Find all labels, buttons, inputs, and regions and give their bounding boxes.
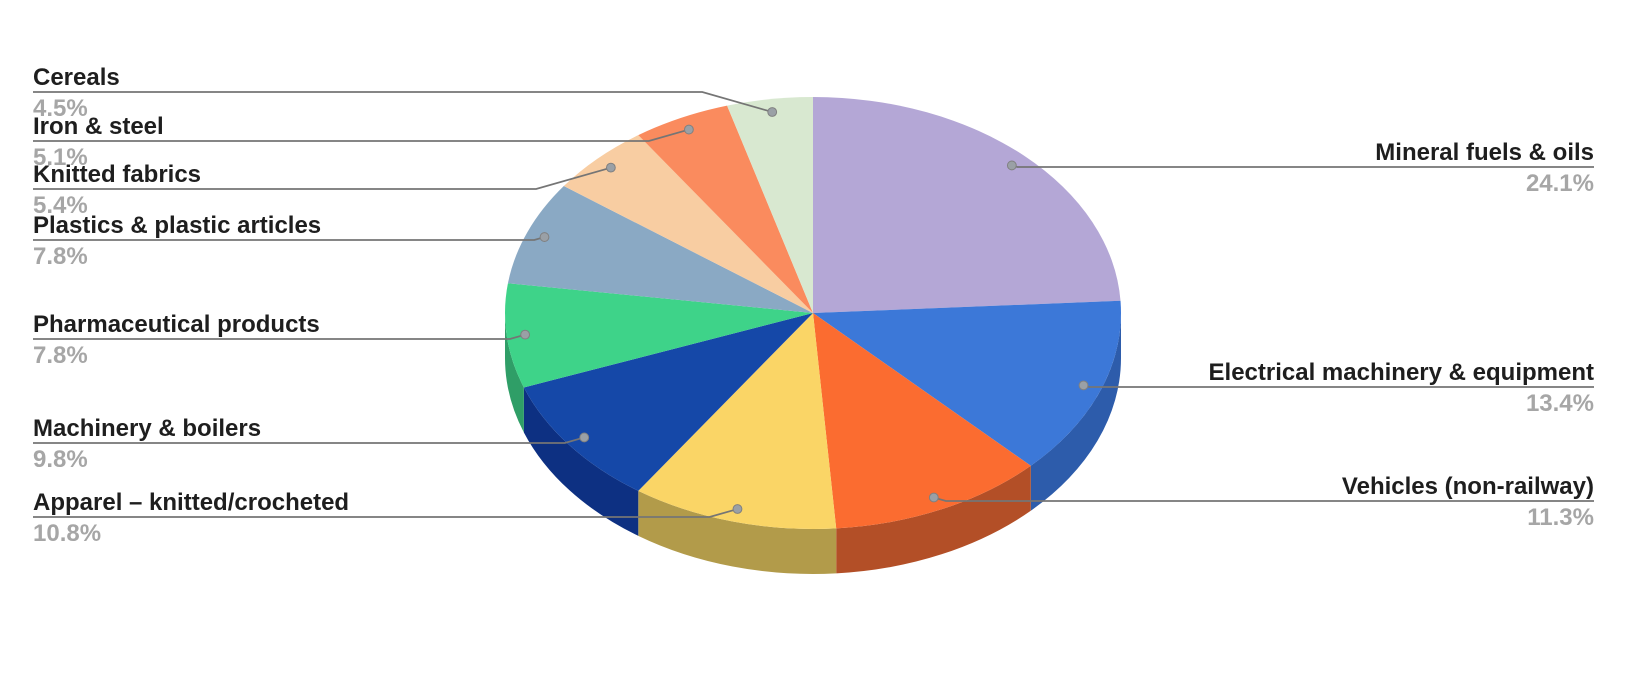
leader-line-apparel-knitted-crocheted [33,508,738,518]
leader-dot-iron-steel [684,124,694,135]
pie-slice-apparel-knitted-crocheted[interactable] [638,313,837,530]
leader-dot-machinery-boilers [579,432,590,443]
slice-percent: 5.4% [33,192,88,219]
slice-label: Cereals [33,64,120,91]
pie-slice-side-electrical-machinery-equipment [1030,313,1121,511]
pie-slice-pharmaceutical-products[interactable] [505,283,813,388]
slice-label: Machinery & boilers [33,415,262,442]
slice-callout-cereals: Cereals 4.5% [33,65,120,122]
leader-dot-vehicles-non-railway [928,492,939,503]
slice-label: Iron & steel [33,113,164,140]
slice-percent: 4.5% [33,95,88,122]
pie-slice-plastics-plastic-articles[interactable] [507,186,813,313]
slice-callout-iron-steel: Iron & steel 5.1% [33,114,164,171]
leader-line-iron-steel [33,128,690,142]
pie-slice-side-machinery-boilers [523,387,639,536]
slice-label: Pharmaceutical products [33,311,320,338]
pie-slice-iron-steel[interactable] [638,105,813,313]
pie-sides [505,313,1121,575]
pie-slice-mineral-fuels-oils[interactable] [813,97,1121,313]
pie-slice-side-apparel-knitted-crocheted [638,490,837,575]
slice-callout-apparel-knitted-crocheted: Apparel – knitted/crocheted 10.8% [33,490,349,547]
leader-line-knitted-fabrics [33,166,612,190]
pie-slices [505,97,1122,530]
leader-dot-pharmaceutical-products [520,329,531,340]
pie-slice-knitted-fabrics[interactable] [563,135,813,313]
pie-slice-cereals[interactable] [727,97,813,313]
slice-callout-machinery-boilers: Machinery & boilers 9.8% [33,416,261,473]
slice-percent: 10.8% [33,520,102,547]
slice-callout-electrical-machinery-equipment: Electrical machinery & equipment 13.4% [1209,360,1594,417]
pie-slice-machinery-boilers[interactable] [523,313,813,491]
slice-percent: 11.3% [1527,504,1594,531]
slice-percent: 13.4% [1525,390,1594,417]
slice-callout-vehicles-non-railway: Vehicles (non-railway) 11.3% [1342,474,1594,531]
slice-label: Mineral fuels & oils [1375,139,1594,166]
pie-slice-electrical-machinery-equipment[interactable] [813,300,1122,466]
leader-dot-plastics-plastic-articles [539,232,550,242]
pie-slice-vehicles-non-railway[interactable] [813,313,1031,529]
slice-callout-knitted-fabrics: Knitted fabrics 5.4% [33,162,201,219]
slice-callout-mineral-fuels-oils: Mineral fuels & oils 24.1% [1375,140,1594,197]
leader-line-pharmaceutical-products [33,333,526,340]
slice-label: Electrical machinery & equipment [1208,359,1594,386]
slice-percent: 24.1% [1525,170,1594,197]
leader-dot-cereals [767,107,778,117]
slice-label: Plastics & plastic articles [33,212,322,239]
leader-dot-apparel-knitted-crocheted [732,504,743,514]
slice-percent: 9.8% [33,446,88,473]
slice-label: Vehicles (non-railway) [1341,473,1594,500]
slice-label: Apparel – knitted/crocheted [33,489,350,516]
leader-dot-mineral-fuels-oils [1006,160,1017,171]
slice-percent: 5.1% [33,144,88,171]
leader-line-cereals [33,91,773,113]
slice-label: Knitted fabrics [33,161,202,188]
leader-dot-electrical-machinery-equipment [1078,380,1089,391]
pie-slice-side-vehicles-non-railway [836,465,1031,574]
slice-percent: 7.8% [33,243,88,270]
pie-slice-side-pharmaceutical-products [505,313,524,433]
slice-percent: 7.8% [33,342,88,369]
slice-callout-pharmaceutical-products: Pharmaceutical products 7.8% [33,312,320,369]
slice-callout-plastics-plastic-articles: Plastics & plastic articles 7.8% [33,213,321,270]
leader-line-machinery-boilers [33,436,585,444]
leader-dot-knitted-fabrics [605,162,616,173]
leader-dots [520,107,1089,514]
